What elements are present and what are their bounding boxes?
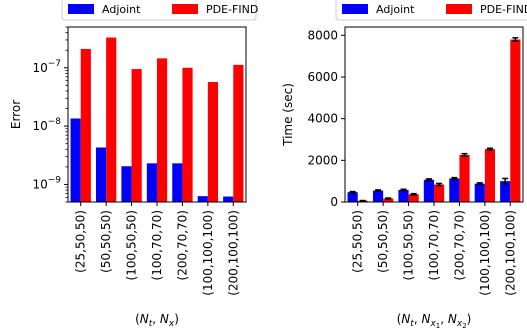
legend-swatch	[342, 4, 368, 14]
pdefind-bar	[383, 198, 394, 202]
pdefind-bar	[157, 58, 168, 203]
adjoint-bar	[423, 179, 434, 202]
y-tick-label: 8000	[307, 28, 338, 42]
x-tick-label: (100,50,50)	[125, 210, 139, 280]
legend-label: Adjoint	[102, 3, 141, 16]
error-chart: 10−9 10−8 10−7 (25,50,50) (50,50,50) (100,50,…	[9, 0, 258, 329]
adjoint-bar	[474, 183, 485, 202]
adjoint-bar	[372, 190, 384, 202]
adjoint-bar	[197, 196, 208, 202]
x-tick-label: (100,70,70)	[150, 210, 164, 280]
x-tick-label: (200,100,100)	[503, 210, 517, 296]
pdefind-bar	[408, 194, 419, 202]
x-tick-label: (25,50,50)	[74, 210, 88, 273]
legend-swatch	[172, 4, 198, 14]
x-tick-label: (100,50,50)	[402, 210, 416, 280]
adjoint-bar	[347, 192, 358, 202]
legend-label: Adjoint	[376, 3, 415, 16]
pdefind-bar	[207, 82, 219, 202]
legend-swatch	[68, 4, 94, 14]
legend-box	[335, 0, 527, 21]
pdefind-bar	[459, 154, 470, 202]
axes-frame	[344, 26, 524, 203]
pdefind-bar	[80, 48, 91, 202]
adjoint-bar	[398, 189, 409, 202]
y-tick-label: 6000	[307, 70, 338, 84]
x-tick-label: (200,70,70)	[452, 210, 466, 280]
legend-label: PDE-FIND	[206, 3, 258, 16]
pdefind-bar	[233, 64, 244, 203]
x-tick-label: (100,70,70)	[427, 210, 441, 280]
y-axis-label: Error	[9, 100, 23, 129]
pdefind-bar	[131, 69, 142, 202]
y-tick-label: 2000	[307, 153, 338, 167]
adjoint-bar	[172, 163, 183, 202]
adjoint-bar	[146, 163, 157, 202]
x-tick-label: (100,100,100)	[478, 210, 492, 296]
pdefind-bar	[484, 149, 496, 202]
y-tick-label: 0	[330, 195, 338, 209]
y-tick-label: 10−8	[32, 117, 61, 133]
pdefind-bar	[182, 67, 193, 202]
pdefind-bar	[106, 37, 117, 202]
adjoint-bar	[449, 178, 460, 202]
y-tick-label: 10−7	[32, 59, 61, 75]
y-axis-label: Time (sec)	[281, 83, 295, 147]
x-tick-label: (50,50,50)	[376, 210, 390, 273]
y-tick-label: 10−9	[32, 175, 61, 191]
adjoint-bar	[70, 118, 81, 202]
legend-swatch	[446, 4, 472, 14]
adjoint-bar	[121, 166, 132, 202]
x-tick-label: (25,50,50)	[351, 210, 365, 273]
x-axis-label: (Nt, Nx1, Nx2)	[397, 312, 472, 330]
pdefind-bar	[434, 184, 445, 202]
x-tick-label: (50,50,50)	[99, 210, 113, 273]
legend-box	[61, 0, 257, 21]
x-axis-label: (Nt, Nx)	[135, 312, 179, 329]
adjoint-bar	[500, 181, 511, 202]
adjoint-bar	[95, 147, 107, 202]
y-tick-label: 4000	[307, 112, 338, 126]
x-tick-label: (200,70,70)	[175, 210, 189, 280]
adjoint-bar	[223, 196, 234, 202]
pdefind-bar	[510, 39, 521, 202]
x-tick-label: (100,100,100)	[201, 210, 215, 296]
time-chart: 0 2000 4000 6000 8000 (25,50,50) (50,50,50) (10…	[281, 0, 527, 330]
legend-label: PDE-FIND	[480, 3, 527, 16]
x-tick-label: (200,100,100)	[226, 210, 240, 296]
